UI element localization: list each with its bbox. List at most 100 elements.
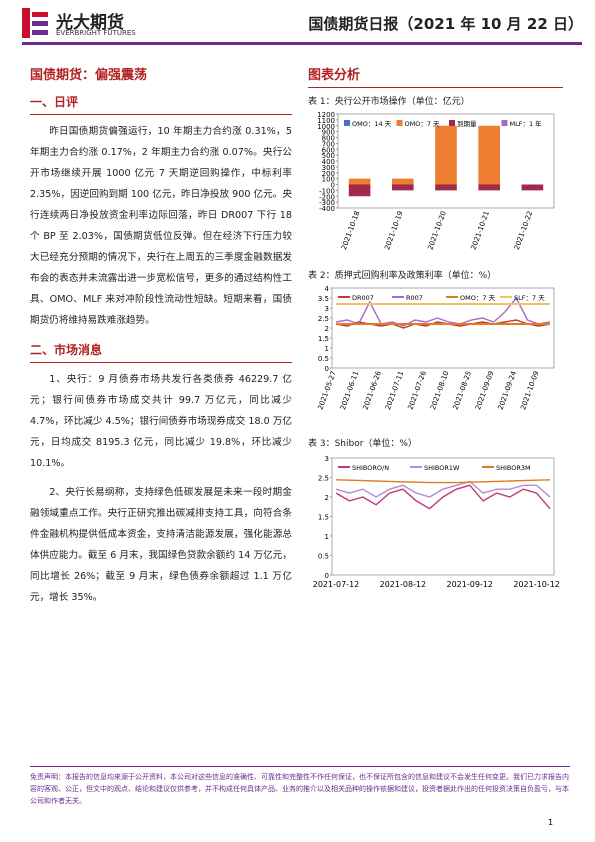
y-tick-label: 0 — [331, 182, 335, 190]
section-heading: 二、市场消息 — [30, 341, 292, 363]
y-tick-label: 0.5 — [318, 553, 329, 561]
left-column: 国债期货：偏强震荡 一、日评 昨日国债期货偏强运行，10 年期主力合约涨 0.3… — [30, 52, 292, 608]
line — [335, 479, 551, 484]
y-tick-label: 1.5 — [318, 514, 329, 522]
header-rule — [22, 42, 582, 45]
paragraph: 昨日国债期货偏强运行，10 年期主力合约涨 0.31%，5 年期主力合约涨 0.… — [30, 126, 292, 326]
y-tick-label: 500 — [322, 152, 335, 160]
y-tick-label: 3 — [325, 305, 329, 313]
x-tick-label: 2021-09-12 — [447, 580, 494, 589]
y-tick-label: 1200 — [317, 111, 335, 119]
bar — [348, 178, 371, 185]
x-tick-label: 2021-08-12 — [380, 580, 427, 589]
y-tick-label: 3 — [325, 455, 329, 463]
logo-text: 光大期货 — [56, 13, 124, 33]
logo-icon — [22, 8, 48, 38]
chart-heading: 图表分析 — [308, 64, 563, 88]
x-tick-label: 2021-07-12 — [313, 580, 360, 589]
chart: -400-300-200-100010020030040050060070080… — [317, 111, 555, 251]
legend-label: R007 — [406, 294, 423, 302]
legend-label: SLF：7 天 — [514, 294, 545, 302]
x-tick-label: 2021-10-21 — [470, 210, 491, 251]
x-tick-label: 2021-09-09 — [474, 370, 495, 411]
y-tick-label: 200 — [322, 170, 335, 178]
legend-swatch — [501, 120, 508, 126]
x-tick-label: 2021-10-18 — [340, 210, 361, 251]
plot-frame — [331, 457, 555, 576]
y-tick-label: -200 — [319, 193, 335, 201]
x-tick-label: 2021-06-11 — [339, 370, 360, 411]
y-tick-label: 1 — [325, 533, 329, 541]
y-tick-label: 800 — [322, 135, 335, 143]
bar — [392, 178, 414, 185]
line — [335, 480, 551, 498]
legend-label: SHIBORO/N — [352, 464, 389, 472]
bar — [348, 184, 371, 197]
y-tick-label: 400 — [322, 158, 335, 166]
chart: 0 0.5 1 1.5 2 2.5 3 2021-07-12 2021-08-12 2021-09… — [313, 455, 560, 589]
section-heading: 一、日评 — [30, 93, 292, 115]
chart-title: 表 2：质押式回购利率及政策利率（单位：%） — [308, 271, 497, 281]
legend-label: 到期量 — [457, 120, 477, 128]
headline: 国债期货：偏强震荡 — [30, 68, 148, 83]
y-tick-label: -300 — [319, 199, 335, 207]
y-tick-label: 1.5 — [318, 335, 329, 343]
bar — [478, 184, 500, 191]
legend-swatch — [396, 120, 403, 126]
y-tick-label: 700 — [322, 140, 335, 148]
page-number: 1 — [548, 818, 554, 827]
legend-label: OMO：7 天 — [405, 120, 441, 128]
y-tick-label: 300 — [322, 164, 335, 172]
legend-label: MLF：1 年 — [510, 119, 543, 128]
y-tick-label: 0 — [325, 365, 329, 373]
line — [335, 296, 551, 327]
x-tick-label: 2021-09-24 — [497, 369, 519, 410]
y-tick-label: 0 — [325, 572, 329, 580]
y-tick-label: 2.5 — [318, 315, 329, 323]
x-tick-label: 2021-07-26 — [407, 369, 429, 410]
y-tick-label: -100 — [319, 187, 335, 195]
legend-swatch — [344, 120, 350, 126]
y-tick-label: 2.5 — [318, 475, 329, 483]
y-tick-label: 1100 — [317, 117, 335, 125]
bar — [521, 184, 544, 191]
legend-label: SHIBOR3M — [496, 464, 531, 472]
y-tick-label: 2 — [325, 325, 329, 333]
legend-label: OMO：14 天 — [352, 120, 392, 128]
x-tick-label: 2021-10-22 — [513, 210, 534, 251]
x-tick-label: 2021-10-12 — [513, 580, 560, 589]
x-tick-label: 2021-08-25 — [452, 370, 473, 411]
y-tick-label: 100 — [322, 176, 335, 184]
bar — [478, 125, 500, 185]
x-tick-label: 2021-06-26 — [361, 369, 383, 410]
legend-label: OMO：7 天 — [460, 294, 496, 302]
logo-en: EVERBRIGHT FUTURES — [56, 29, 136, 37]
y-tick-label: 600 — [322, 146, 335, 154]
x-tick-label: 2021-05-27 — [316, 370, 337, 411]
y-tick-label: 1 — [325, 345, 329, 353]
x-tick-label: 2021-10-19 — [383, 210, 404, 251]
x-tick-label: 2021-10-20 — [426, 210, 447, 251]
bar — [435, 125, 457, 185]
y-tick-label: 900 — [322, 129, 335, 137]
y-tick-label: 1000 — [317, 123, 335, 131]
paragraph: 1、央行：9 月债券市场共发行各类债券 46229.7 亿元；银行间债券市场成交… — [30, 374, 292, 469]
x-tick-label: 2021-10-09 — [519, 370, 540, 411]
bar — [435, 184, 457, 191]
paragraph: 2、央行长易纲称，支持绿色低碳发展是未来一段时期金融领域重点工作。央行正研究推出… — [30, 487, 292, 603]
y-tick-label: 3.5 — [318, 295, 329, 303]
y-tick-label: 4 — [325, 285, 330, 293]
chart-title: 表 1：央行公开市场操作（单位：亿元） — [308, 97, 470, 107]
bar — [392, 184, 414, 191]
y-tick-label: 0.5 — [318, 355, 329, 363]
x-tick-label: 2021-08-10 — [429, 370, 450, 411]
report-title: 国债期货日报（2021 年 10 月 22 日） — [308, 15, 583, 33]
x-tick-label: 2021-07-11 — [384, 370, 405, 411]
y-tick-label: 2 — [325, 494, 329, 502]
legend-label: DR007 — [352, 294, 374, 302]
legend-swatch — [449, 120, 455, 126]
legend-label: SHIBOR1W — [424, 464, 460, 472]
y-tick-label: -400 — [319, 205, 335, 213]
